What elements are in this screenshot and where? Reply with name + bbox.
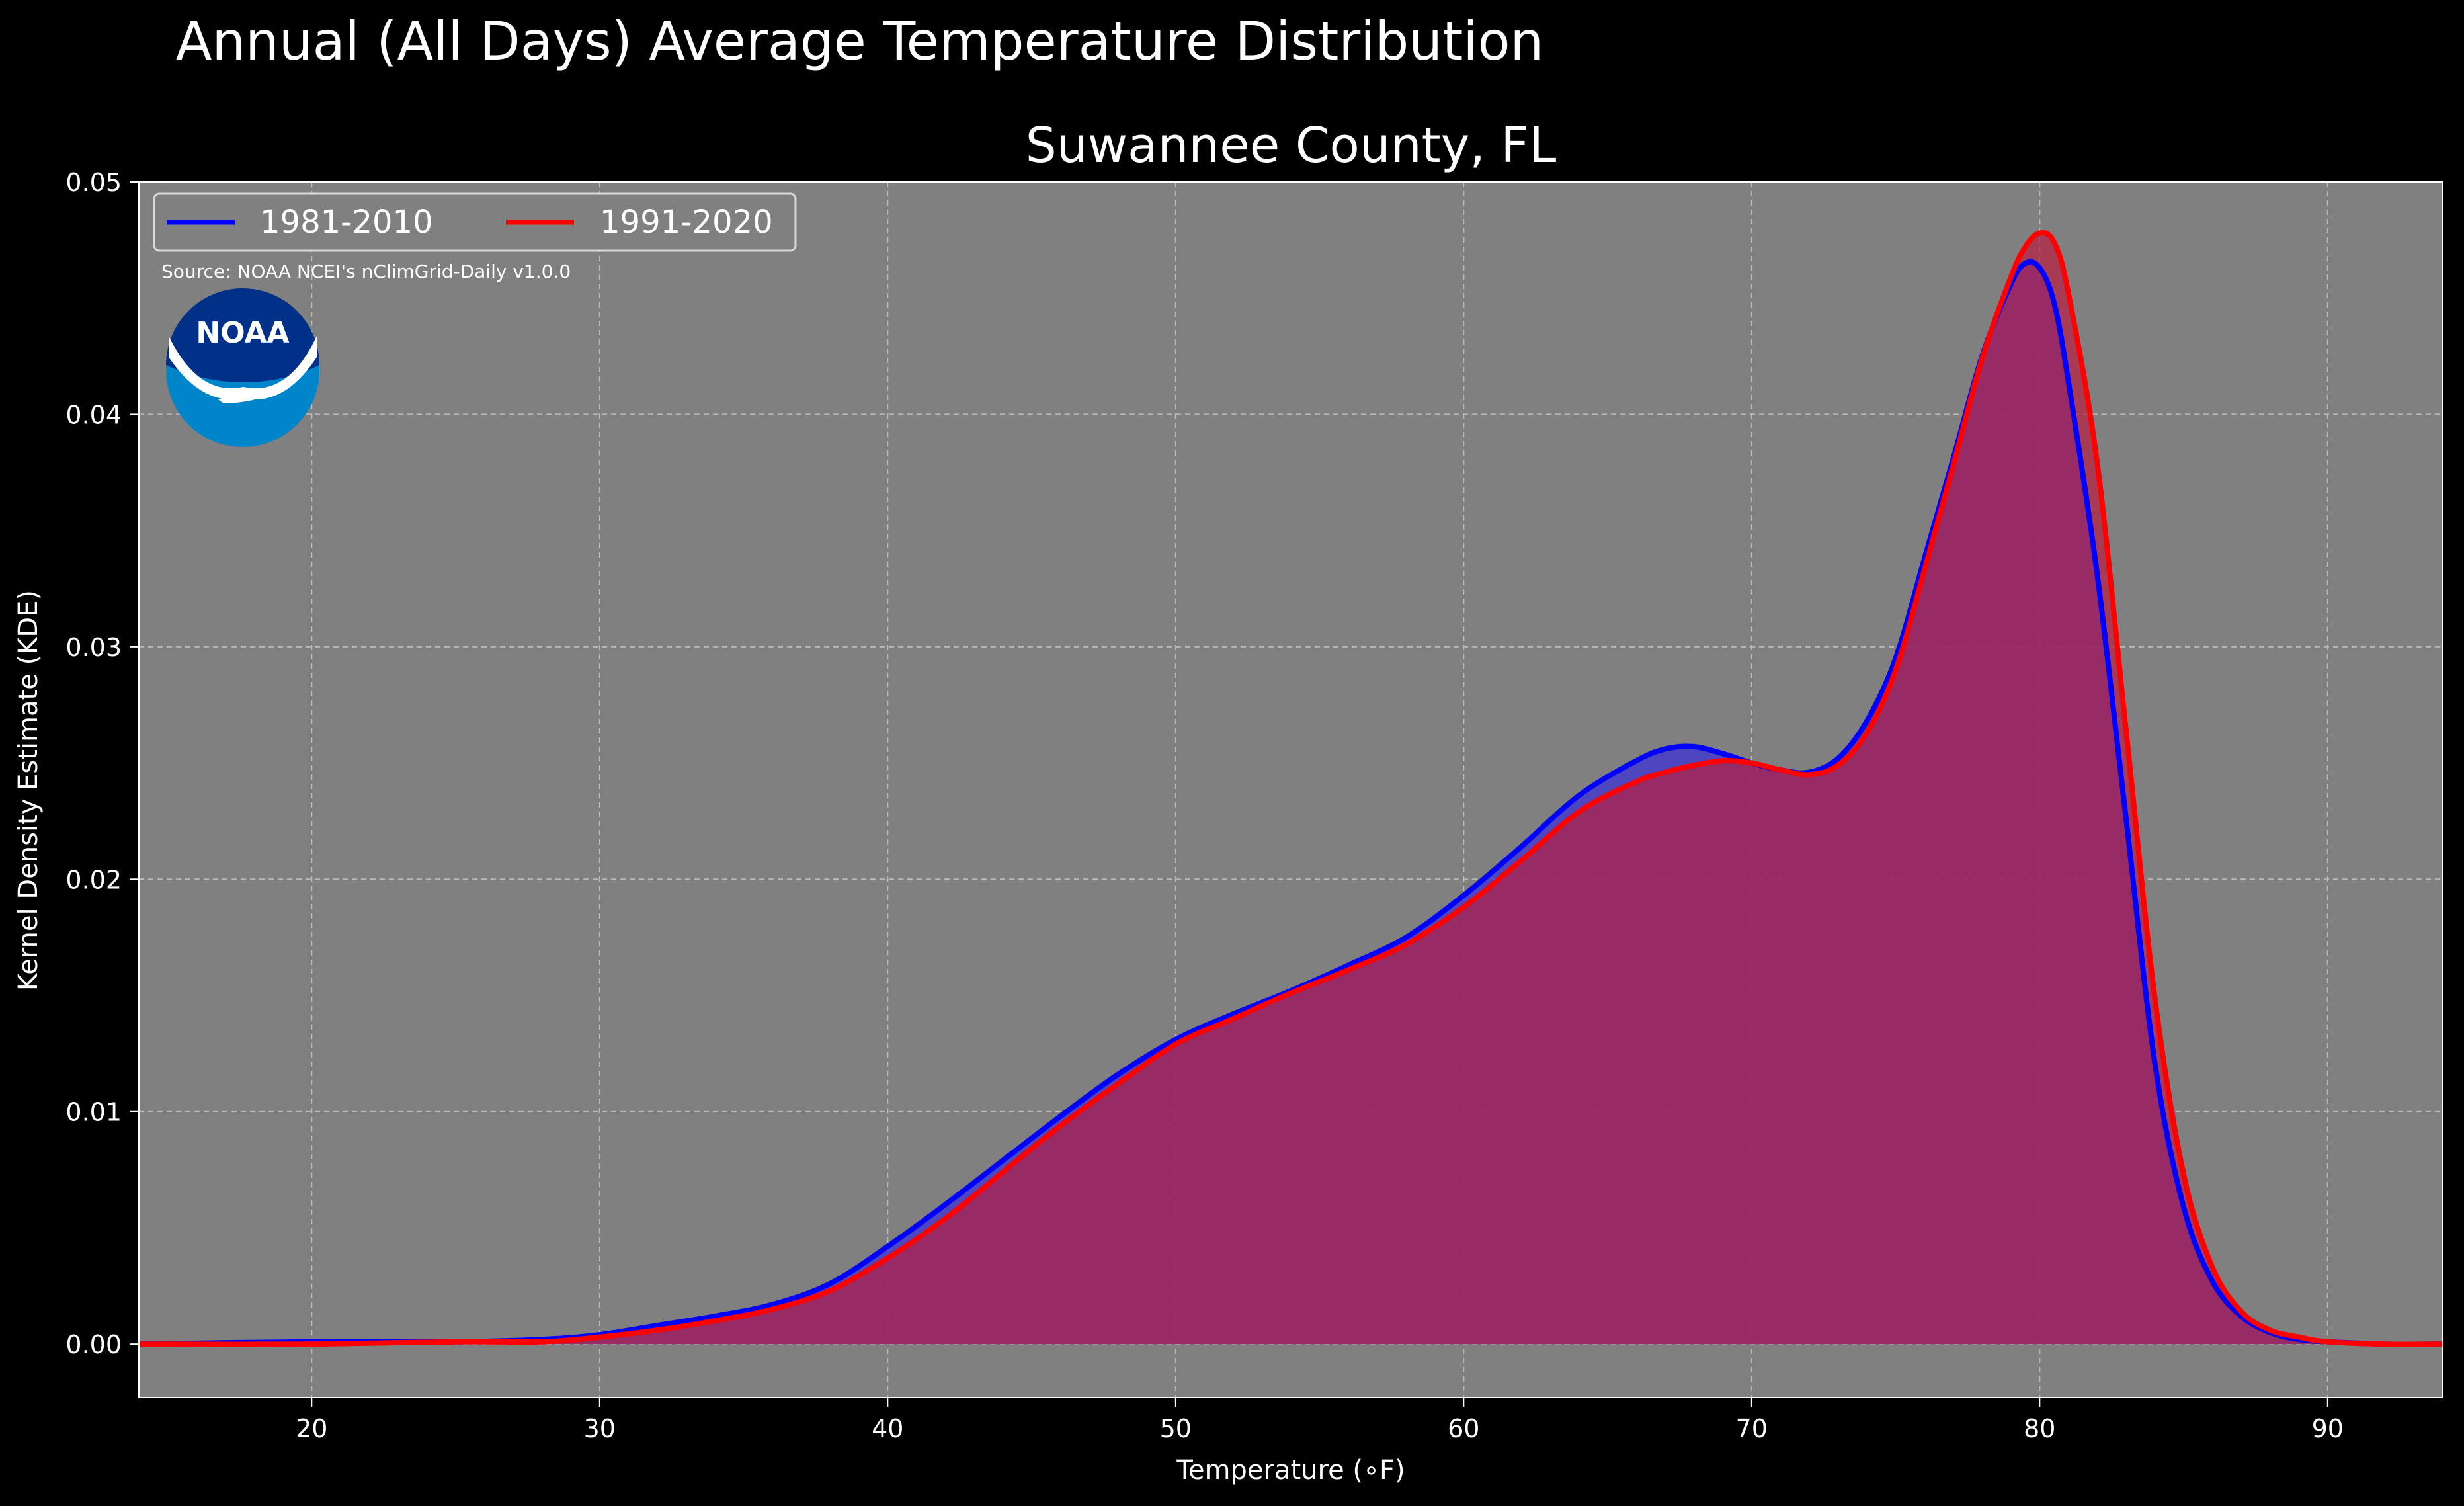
legend: 1981-2010 1991-2020 (153, 192, 797, 252)
y-tick-label: 0.01 (65, 1098, 122, 1127)
x-tick-label: 60 (1448, 1414, 1479, 1443)
y-axis-ticks: 0.00 0.01 0.02 0.03 0.04 0.05 (65, 168, 139, 1359)
y-tick-label: 0.02 (65, 865, 122, 894)
chart-subtitle: Suwannee County, FL (1026, 117, 1557, 174)
series-fill-1991-2020 (139, 232, 2443, 1345)
source-note: Source: NOAA NCEI's nClimGrid-Daily v1.0… (161, 261, 571, 282)
y-tick-label: 0.00 (65, 1330, 122, 1359)
legend-label-1991-2020: 1991-2020 (600, 204, 773, 241)
noaa-logo-text: NOAA (196, 316, 289, 350)
x-tick-label: 20 (296, 1414, 327, 1443)
x-axis-label: Temperature (∘F) (1176, 1455, 1405, 1485)
series-line-1991-2020 (138, 230, 2443, 1347)
x-tick-label: 30 (584, 1414, 616, 1443)
x-tick-label: 50 (1160, 1414, 1192, 1443)
legend-label-1981-2010: 1981-2010 (260, 204, 433, 241)
chart-title: Annual (All Days) Average Temperature Di… (176, 11, 1543, 72)
x-tick-label: 70 (1736, 1414, 1768, 1443)
plot-frame (138, 181, 2443, 1398)
y-tick-label: 0.05 (65, 168, 122, 197)
noaa-logo: NOAA (166, 288, 319, 447)
x-tick-label: 80 (2024, 1414, 2055, 1443)
legend-box (153, 192, 797, 252)
x-tick-label: 90 (2312, 1414, 2344, 1443)
plot-area (138, 181, 2443, 1398)
x-tick-label: 40 (872, 1414, 903, 1443)
y-axis-label: Kernel Density Estimate (KDE) (13, 590, 44, 991)
series-lines (138, 230, 2443, 1347)
x-axis-ticks: 20 30 40 50 60 70 80 90 (296, 1398, 2344, 1443)
y-tick-label: 0.04 (65, 400, 122, 429)
y-tick-label: 0.03 (65, 633, 122, 662)
series-line-1981-2010 (138, 259, 2443, 1347)
series-fills (139, 232, 2443, 1345)
